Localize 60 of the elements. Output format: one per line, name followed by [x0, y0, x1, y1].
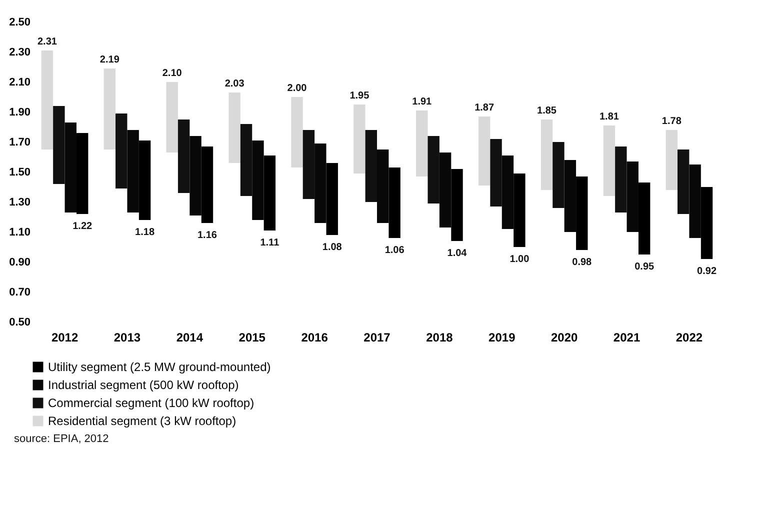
x-tick-label: 2022 [676, 330, 703, 344]
bar [291, 97, 303, 168]
x-tick-label: 2015 [238, 330, 266, 344]
data-label: 0.95 [634, 262, 655, 272]
bar [41, 50, 54, 150]
data-label: 1.00 [510, 254, 530, 265]
x-tick-label: 2017 [364, 330, 391, 344]
data-label: 1.85 [537, 106, 557, 116]
legend-label: Utility segment (2.5 MW ground-mounted) [48, 360, 271, 374]
y-tick-label: 1.70 [9, 136, 30, 148]
data-label: 1.08 [322, 242, 342, 253]
data-label: 0.92 [697, 266, 717, 277]
x-tick-label: 2016 [301, 330, 328, 344]
y-tick-label: 0.90 [9, 256, 30, 268]
data-label: 2.10 [162, 68, 182, 79]
y-tick-label: 2.50 [9, 16, 30, 28]
bar [666, 130, 678, 190]
data-label: 1.78 [662, 116, 682, 127]
data-label: 1.91 [412, 96, 432, 108]
y-tick-label: 2.30 [9, 46, 30, 58]
y-tick-label: 0.50 [9, 316, 30, 328]
y-tick-label: 1.50 [9, 166, 30, 178]
data-label: 1.16 [198, 230, 218, 241]
data-label: 2.03 [224, 78, 245, 90]
x-tick-label: 2020 [550, 330, 578, 344]
y-tick-label: 2.10 [9, 76, 30, 88]
data-label: 2.31 [37, 36, 58, 48]
data-label: 0.98 [572, 257, 592, 268]
y-tick-label: 0.70 [9, 286, 30, 298]
bar [416, 110, 428, 176]
x-tick-label: 2018 [426, 330, 454, 344]
x-tick-label: 2012 [51, 330, 78, 344]
source-note: source: EPIA, 2012 [14, 433, 110, 445]
bar [104, 68, 116, 150]
data-label: 1.22 [72, 221, 93, 232]
bar [603, 126, 616, 196]
y-tick-label: 1.90 [9, 106, 30, 118]
data-label: 1.95 [350, 90, 370, 102]
x-tick-label: 2021 [613, 330, 640, 344]
y-tick-label: 1.30 [9, 196, 30, 208]
data-label: 2.00 [287, 83, 308, 94]
data-label: 1.18 [135, 227, 155, 238]
bar [540, 120, 553, 190]
data-label: 1.81 [599, 112, 620, 122]
bar [228, 92, 240, 163]
y-tick-label: 1.10 [9, 226, 30, 238]
data-label: 1.87 [474, 102, 494, 114]
data-label: 1.06 [384, 245, 405, 256]
legend-label: Residential segment (3 kW rooftop) [48, 414, 236, 428]
x-tick-label: 2013 [114, 330, 141, 344]
legend-label: Commercial segment (100 kW rooftop) [48, 396, 254, 410]
bar [354, 104, 366, 174]
bar [166, 82, 178, 152]
bar [478, 116, 490, 186]
data-label: 1.04 [447, 248, 468, 259]
x-tick-label: 2019 [488, 330, 516, 344]
data-label: 1.11 [260, 238, 280, 248]
x-tick-label: 2014 [176, 330, 204, 344]
data-label: 2.19 [100, 54, 120, 66]
legend-label: Industrial segment (500 kW rooftop) [48, 378, 239, 392]
